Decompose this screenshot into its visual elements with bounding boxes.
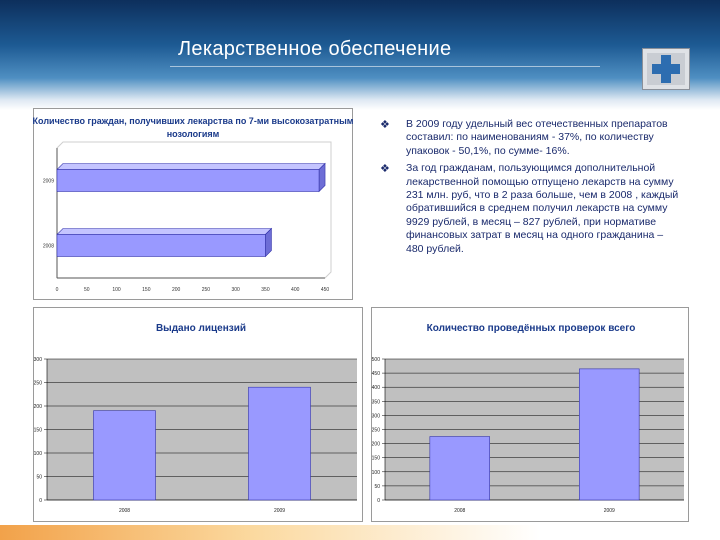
y-tick-label: 2008 bbox=[43, 244, 54, 250]
y-tick-label: 50 bbox=[374, 484, 380, 490]
y-tick-label: 150 bbox=[34, 428, 43, 434]
y-tick-label: 0 bbox=[377, 498, 380, 504]
y-tick-label: 350 bbox=[372, 399, 381, 405]
y-tick-label: 300 bbox=[372, 413, 381, 419]
chart-title: Выдано лицензий bbox=[156, 323, 246, 334]
y-tick-label: 400 bbox=[372, 385, 381, 391]
footer-decoration bbox=[0, 525, 720, 540]
bar bbox=[93, 410, 156, 501]
y-tick-label: 500 bbox=[372, 357, 381, 363]
x-tick-label: 200 bbox=[172, 287, 181, 293]
y-tick-label: 50 bbox=[36, 475, 42, 481]
y-tick-label: 250 bbox=[34, 381, 43, 387]
x-tick-label: 2008 bbox=[119, 508, 130, 514]
x-tick-label: 50 bbox=[84, 287, 90, 293]
bullet-item: ❖ В 2009 году удельный вес отечественных… bbox=[380, 118, 680, 158]
x-tick-label: 400 bbox=[291, 287, 300, 293]
bar-top bbox=[56, 228, 273, 235]
bar bbox=[56, 234, 266, 257]
x-tick-label: 450 bbox=[321, 287, 330, 293]
y-tick-label: 100 bbox=[372, 470, 381, 476]
bar bbox=[56, 169, 320, 192]
y-tick-label: 0 bbox=[39, 498, 42, 504]
x-tick-label: 300 bbox=[231, 287, 240, 293]
y-tick-label: 2009 bbox=[43, 179, 54, 185]
x-tick-label: 0 bbox=[56, 287, 59, 293]
banner-shade bbox=[0, 100, 720, 110]
chart-licenses: Выдано лицензий 0 50 100 150 200 250 300 2008 20… bbox=[33, 307, 363, 522]
bullet-item: ❖ За год гражданам, пользующимся дополни… bbox=[380, 162, 680, 256]
slide-title: Лекарственное обеспечение bbox=[178, 38, 452, 60]
x-tick-label: 350 bbox=[261, 287, 270, 293]
y-tick-label: 250 bbox=[372, 428, 381, 434]
y-tick-label: 200 bbox=[372, 442, 381, 448]
plot-wall bbox=[56, 141, 332, 279]
diamond-bullet-icon: ❖ bbox=[380, 163, 390, 176]
y-tick-label: 100 bbox=[34, 451, 43, 457]
y-tick-label: 450 bbox=[372, 371, 381, 377]
bullet-text: За год гражданам, пользующимся дополните… bbox=[406, 162, 679, 255]
x-tick-label: 250 bbox=[202, 287, 211, 293]
bar bbox=[579, 368, 640, 501]
chart-title-line-1: Количество граждан, получивших лекарства… bbox=[33, 116, 353, 126]
x-tick-label: 2009 bbox=[274, 508, 285, 514]
x-tick-label: 2009 bbox=[604, 508, 615, 514]
y-tick-label: 150 bbox=[372, 456, 381, 462]
x-tick-label: 2008 bbox=[454, 508, 465, 514]
header-banner: Лекарственное обеспечение bbox=[0, 0, 720, 100]
y-tick-label: 300 bbox=[34, 357, 43, 363]
bar-top bbox=[56, 163, 326, 170]
title-underline bbox=[170, 66, 600, 67]
chart-title-line-2: нозологиям bbox=[167, 129, 220, 139]
x-tick-label: 100 bbox=[112, 287, 121, 293]
bullet-list: ❖ В 2009 году удельный вес отечественных… bbox=[380, 118, 680, 260]
bar bbox=[248, 386, 311, 501]
bullet-text: В 2009 году удельный вес отечественных п… bbox=[406, 118, 668, 157]
x-tick-label: 150 bbox=[142, 287, 151, 293]
chart-title: Количество проведённых проверок всего bbox=[427, 323, 636, 334]
chart-patients: Количество граждан, получивших лекарства… bbox=[33, 108, 353, 300]
medical-cross-logo-icon bbox=[642, 48, 690, 90]
chart-inspections: Количество проведённых проверок всего 0 5… bbox=[371, 307, 689, 522]
diamond-bullet-icon: ❖ bbox=[380, 119, 390, 131]
cross-horizontal bbox=[652, 64, 680, 74]
y-tick-label: 200 bbox=[34, 404, 43, 410]
bar bbox=[429, 436, 490, 501]
